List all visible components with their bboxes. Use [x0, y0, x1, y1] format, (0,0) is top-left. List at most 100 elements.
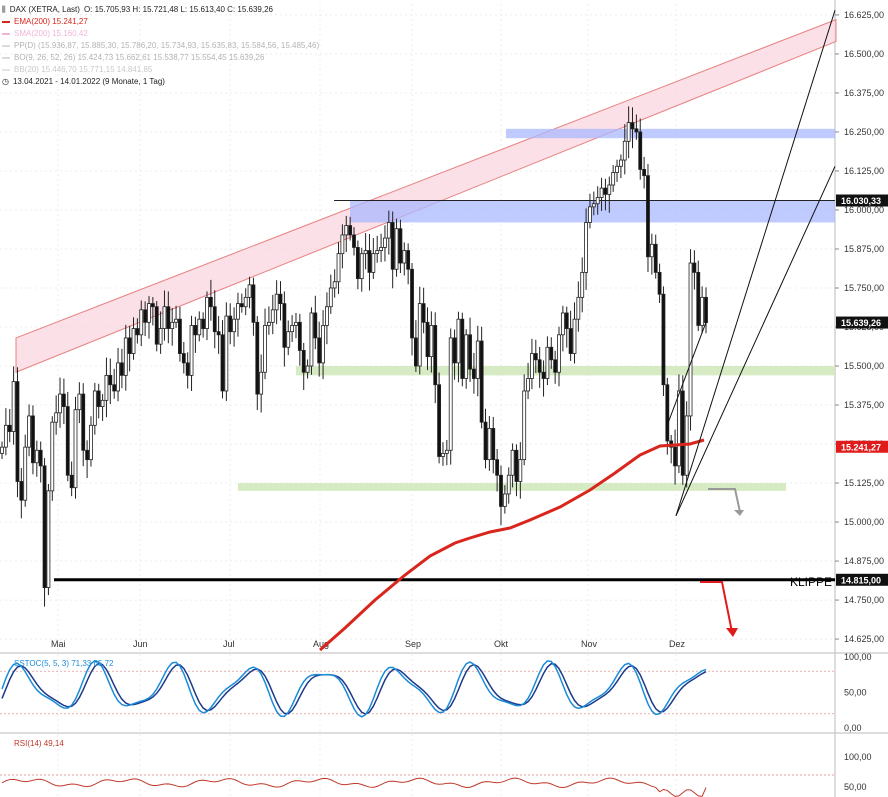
candle-body	[499, 474, 503, 507]
candle-body	[421, 303, 426, 323]
candle-body	[313, 312, 318, 339]
candle-body	[425, 321, 430, 358]
candle-body	[236, 303, 240, 320]
legend-pp: PP(D) (15.936,87, 15.885,30, 15.786,20, …	[14, 41, 320, 50]
candle-body	[359, 253, 364, 280]
candle-body	[96, 390, 101, 407]
candle-body	[472, 368, 476, 379]
legend-ema: EMA(200) 15.241,27	[14, 17, 88, 26]
candle-body	[626, 122, 631, 142]
candle-body	[54, 412, 59, 423]
candle-body	[104, 374, 109, 401]
price-marker: 15.241,27	[836, 440, 888, 453]
candle-body	[526, 378, 530, 392]
candle-body	[131, 328, 136, 354]
candle-body	[336, 253, 341, 283]
month-label: Mai	[51, 639, 66, 649]
candle-body	[394, 228, 399, 270]
candle-body	[154, 306, 159, 345]
candle-body	[50, 421, 55, 492]
candle-body	[77, 393, 82, 411]
candle-body	[352, 234, 356, 248]
month-label: Dez	[669, 639, 686, 649]
candle-body	[120, 362, 124, 376]
grey-down-arrow	[708, 488, 741, 513]
candle-body	[15, 381, 20, 482]
candle-body	[332, 281, 337, 289]
candle-body	[375, 250, 380, 255]
price-marker: 16.030,33	[836, 194, 888, 207]
candle-body	[649, 243, 654, 258]
candle-body	[162, 306, 167, 329]
rsi-tick-label: 100,00	[844, 752, 872, 762]
price-marker-box	[836, 573, 888, 586]
candle-body	[619, 159, 623, 167]
candle-body	[549, 346, 554, 361]
candle-body	[595, 197, 600, 205]
candle-body	[413, 337, 418, 367]
price-marker-label: 16.030,33	[841, 196, 881, 206]
candle-body	[460, 318, 465, 379]
series-icon: ⫼	[2, 5, 6, 14]
support-zone	[296, 366, 835, 376]
candle-body	[247, 284, 252, 298]
legend-instrument: DAX (XETRA, Last)	[9, 5, 80, 14]
candle-body	[255, 321, 260, 395]
price-tick-label: 15.500,00	[844, 361, 884, 371]
candle-body	[290, 325, 295, 333]
candle-body	[89, 424, 93, 461]
candle-body	[444, 449, 449, 454]
ema200-line	[319, 438, 705, 652]
rising-channel-band	[15, 18, 837, 373]
candle-body	[189, 325, 194, 376]
candle-body	[143, 309, 148, 323]
candle-body	[181, 353, 186, 364]
candle-body	[580, 271, 585, 298]
candle-body	[510, 449, 515, 476]
candle-body	[704, 296, 708, 324]
candle-body	[642, 169, 647, 177]
candle-body	[139, 309, 144, 336]
candle-body	[321, 325, 325, 364]
candle-body	[355, 247, 360, 280]
candle-body	[212, 306, 217, 333]
candle-body	[27, 415, 31, 448]
stoch-tick-label: 100,00	[844, 652, 872, 662]
price-tick-label: 15.375,00	[844, 400, 884, 410]
candle-body	[108, 374, 113, 386]
candle-body	[599, 187, 604, 198]
candle-body	[553, 359, 558, 373]
candle-body	[305, 365, 310, 373]
candle-body	[700, 296, 705, 326]
candle-body	[379, 247, 383, 251]
month-label: Nov	[581, 639, 598, 649]
trend-line-lower	[675, 166, 836, 517]
candle-body	[92, 390, 97, 426]
candle-body	[193, 325, 198, 336]
candle-body	[657, 271, 662, 295]
candle-body	[348, 225, 353, 236]
price-marker-box	[836, 316, 888, 329]
candle-body	[673, 446, 677, 467]
price-tick-label: 14.625,00	[844, 634, 884, 644]
candle-body	[263, 325, 267, 373]
candle-body	[294, 321, 298, 326]
candle-body	[205, 296, 209, 329]
candle-body	[166, 306, 171, 329]
candle-body	[661, 293, 666, 386]
stoch-fast-line	[1, 659, 707, 718]
candle-body	[677, 390, 681, 467]
candle-body	[208, 296, 213, 308]
price-tick-label: 16.625,00	[844, 10, 884, 20]
candle-body	[537, 359, 542, 373]
candle-body	[301, 350, 306, 373]
stoch-tick-label: 0,00	[844, 723, 862, 733]
candle-body	[653, 243, 658, 273]
candle-body	[65, 406, 70, 476]
candle-body	[406, 250, 411, 270]
month-label: Jul	[223, 639, 235, 649]
candle-body	[487, 428, 492, 461]
candle-body	[367, 250, 372, 273]
red-down-arrow	[700, 581, 733, 633]
candle-body	[576, 296, 581, 320]
